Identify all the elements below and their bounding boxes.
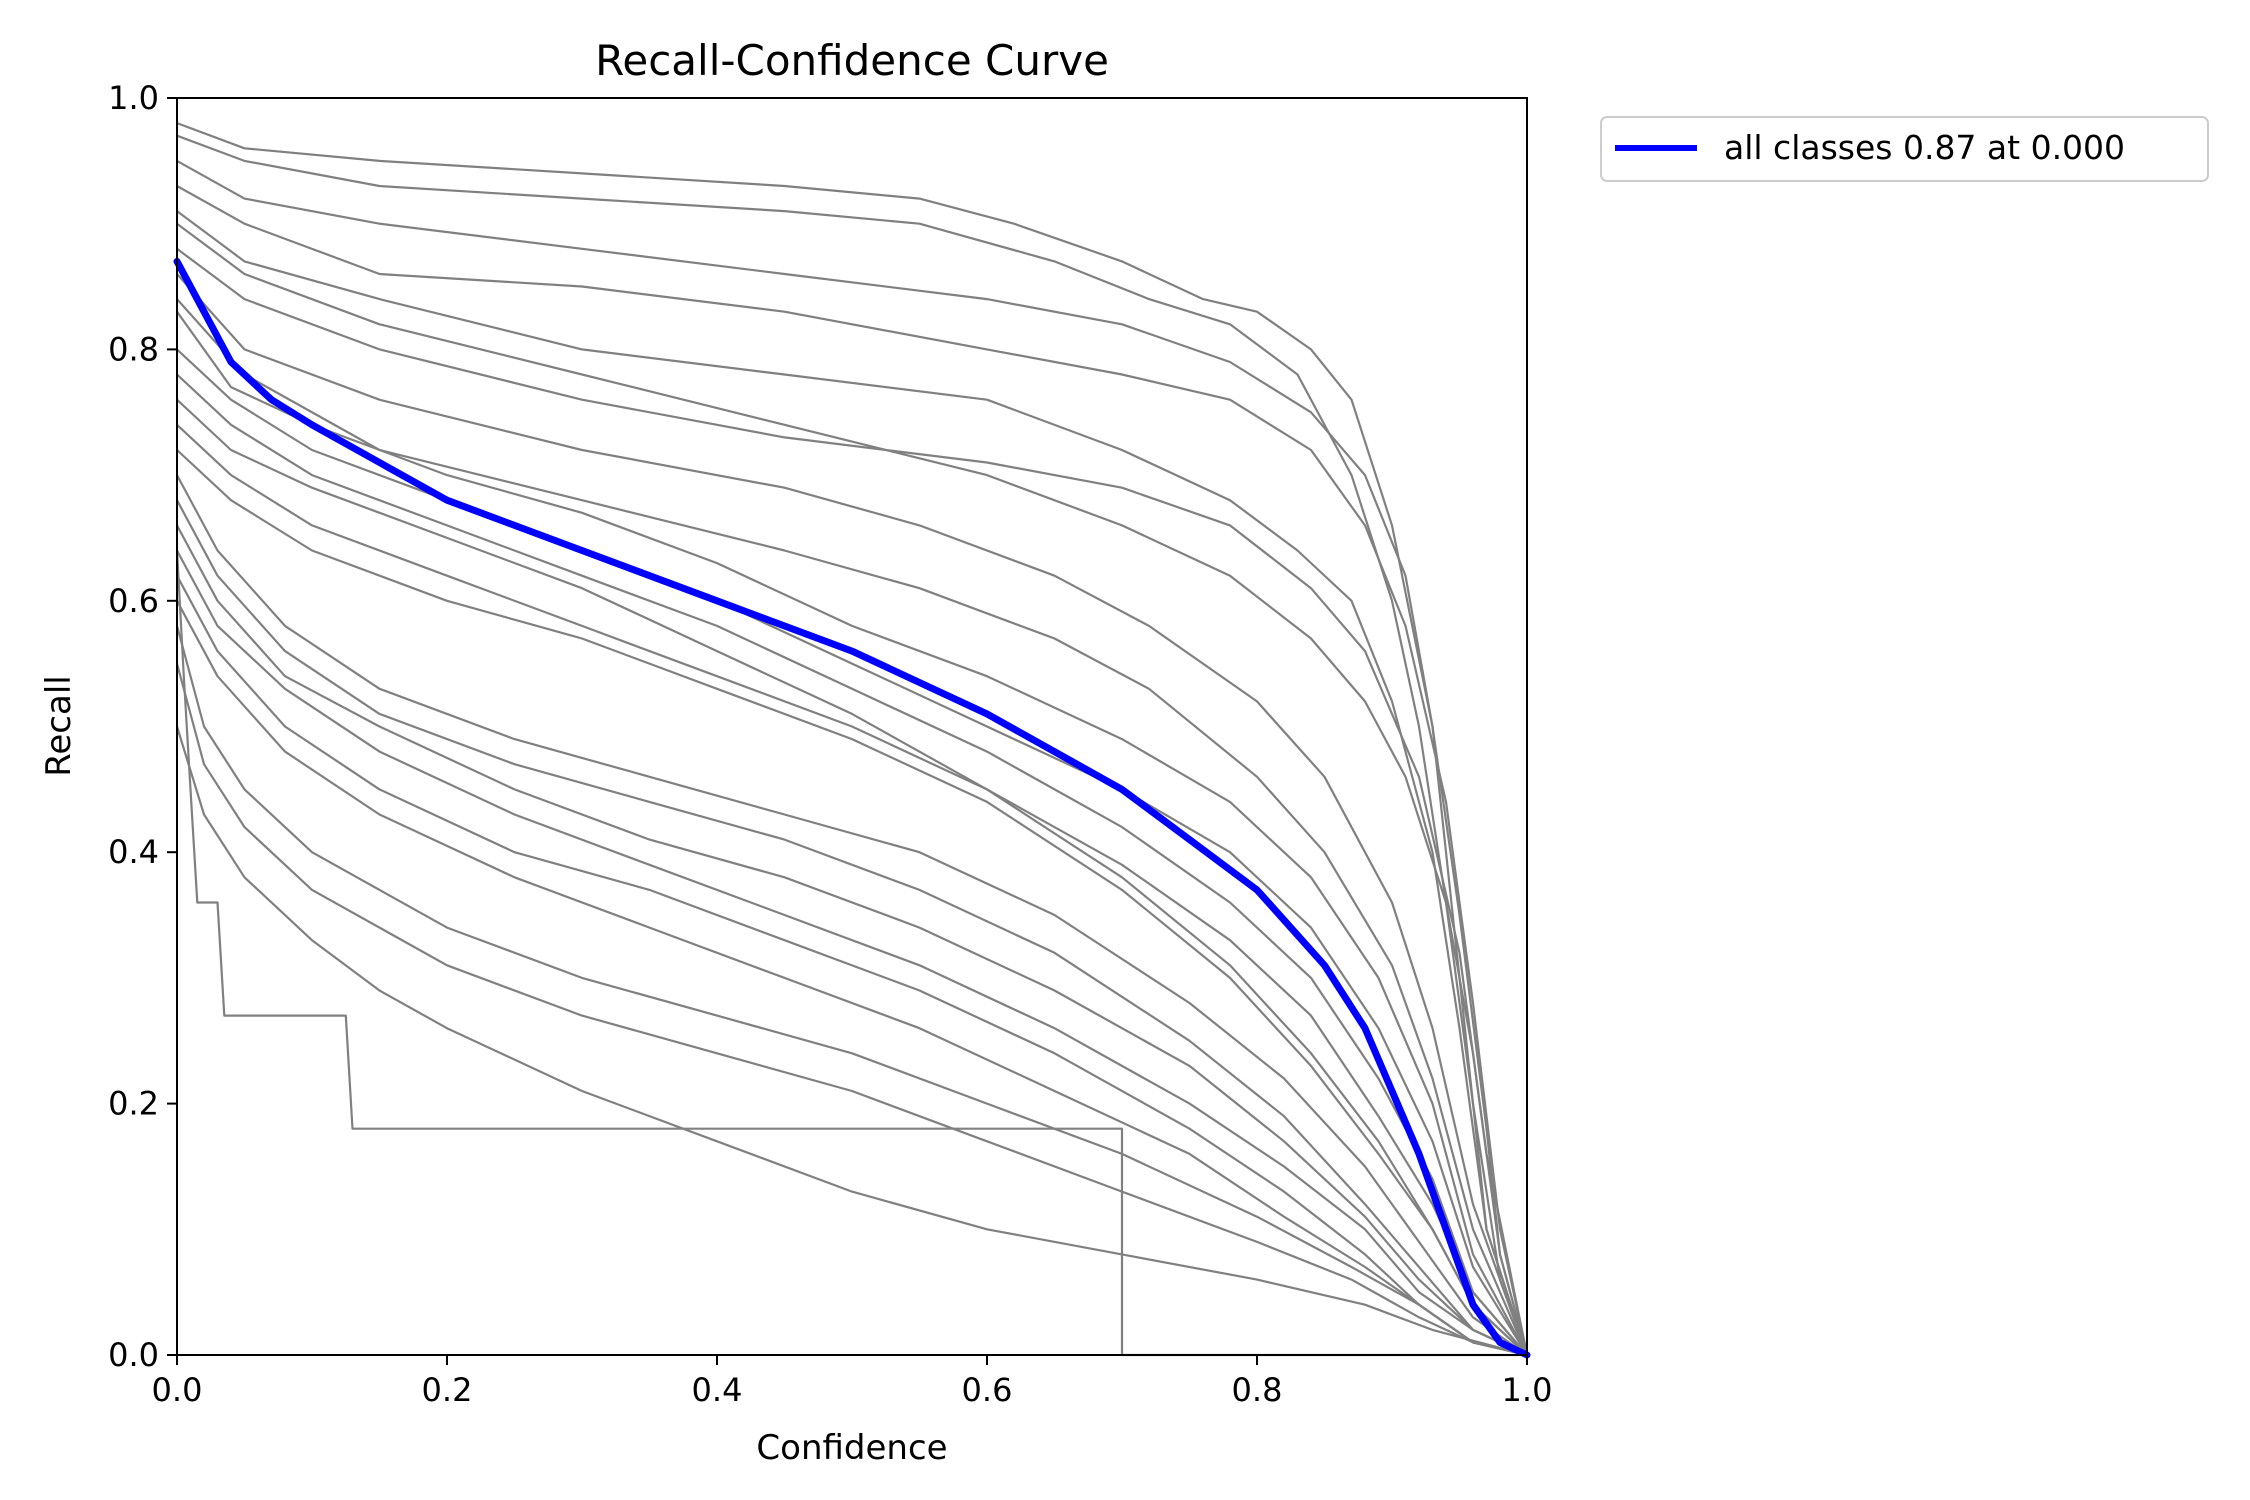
class-curves-group xyxy=(175,122,1529,1357)
y-tick-label: 0.2 xyxy=(108,1085,159,1123)
x-tick-label: 1.0 xyxy=(1502,1371,1553,1409)
class-curve-9 xyxy=(176,298,1529,1356)
x-tick-label: 0.0 xyxy=(152,1371,203,1409)
class-curve-14 xyxy=(176,423,1528,1356)
class-curve-24 xyxy=(175,726,1528,1357)
class-curve-17 xyxy=(176,499,1528,1356)
y-tick-label: 0.8 xyxy=(108,330,159,368)
class-curve-11 xyxy=(176,348,1528,1356)
x-axis-ticks: 0.0 0.2 0.4 0.6 0.8 1.0 xyxy=(152,1355,1553,1409)
class-curve-5 xyxy=(176,210,1529,1356)
x-tick-label: 0.2 xyxy=(422,1371,473,1409)
class-curve-23 xyxy=(175,663,1528,1357)
class-curve-4 xyxy=(176,185,1529,1356)
y-tick-label: 0.6 xyxy=(108,582,159,620)
y-tick-label: 1.0 xyxy=(108,79,159,117)
class-curve-1 xyxy=(176,122,1529,1356)
class-curve-10 xyxy=(176,311,1528,1356)
y-tick-label: 0.0 xyxy=(108,1336,159,1374)
x-tick-label: 0.8 xyxy=(1232,1371,1283,1409)
y-axis-label: Recall xyxy=(39,675,79,776)
legend-entry-all-classes: all classes 0.87 at 0.000 xyxy=(1724,128,2125,167)
class-curve-22 xyxy=(175,625,1528,1357)
class-curve-21 xyxy=(176,600,1528,1357)
y-tick-label: 0.4 xyxy=(108,833,159,871)
class-curve-15 xyxy=(176,449,1528,1356)
y-axis-ticks: 0.0 0.2 0.4 0.6 0.8 1.0 xyxy=(108,79,177,1374)
chart-title: Recall-Confidence Curve xyxy=(595,36,1109,85)
legend-box xyxy=(1600,116,2209,182)
class-curve-2 xyxy=(176,134,1529,1356)
plot-frame xyxy=(176,97,1528,1356)
class-curve-18 xyxy=(176,524,1528,1356)
class-curve-19 xyxy=(176,549,1528,1356)
all-classes-curve xyxy=(173,257,1531,1359)
x-axis-label: Confidence xyxy=(756,1428,947,1468)
class-curve-6 xyxy=(176,222,1529,1356)
x-tick-label: 0.6 xyxy=(962,1371,1013,1409)
legend: all classes 0.87 at 0.000 xyxy=(1600,116,2209,182)
all-classes-series-group xyxy=(173,257,1531,1359)
class-curve-3 xyxy=(176,159,1529,1356)
class-curve-20 xyxy=(176,575,1528,1357)
class-curve-8 xyxy=(176,273,1529,1356)
class-curve-25 xyxy=(175,550,1527,1357)
x-tick-label: 0.4 xyxy=(692,1371,743,1409)
class-curve-7 xyxy=(176,247,1529,1356)
class-curve-16 xyxy=(176,474,1528,1356)
